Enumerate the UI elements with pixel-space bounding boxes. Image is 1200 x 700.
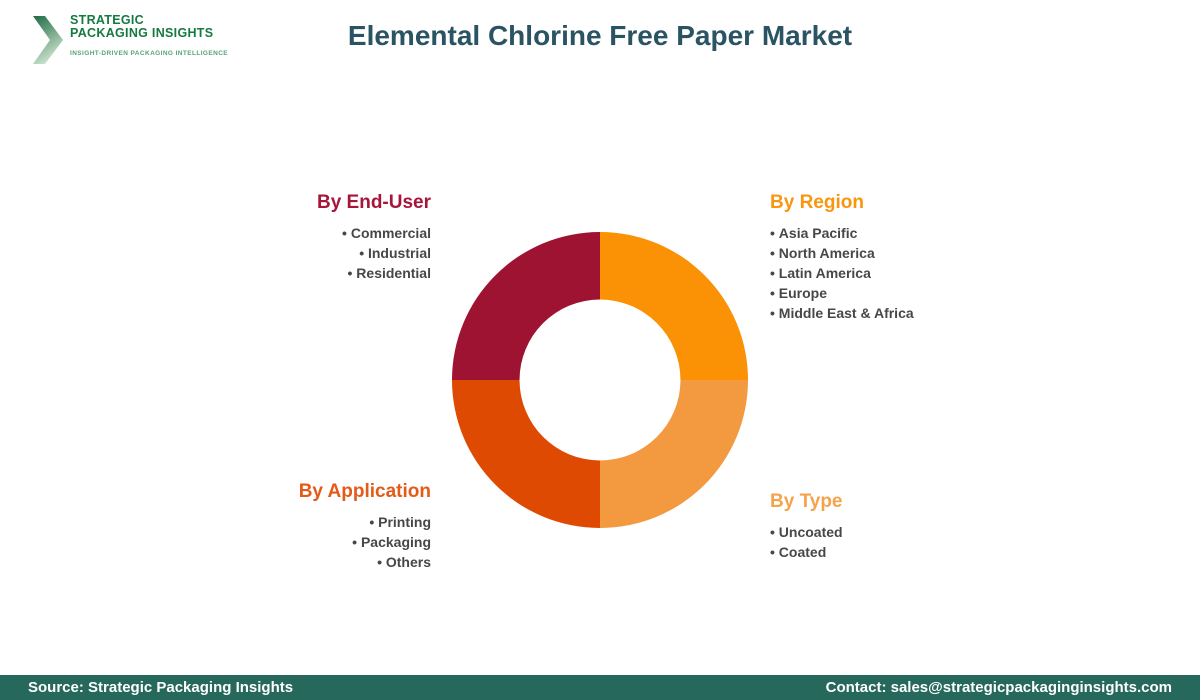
donut-slice-region bbox=[600, 231, 749, 380]
logo-line-2: PACKAGING INSIGHTS bbox=[70, 26, 214, 40]
donut-chart bbox=[451, 231, 749, 529]
segment-region: By Region Asia Pacific North America Lat… bbox=[770, 192, 914, 323]
list-item: Europe bbox=[770, 283, 914, 303]
logo-tagline: INSIGHT-DRIVEN PACKAGING INTELLIGENCE bbox=[70, 50, 229, 57]
list-item: Coated bbox=[770, 542, 843, 562]
footer-source: Source: Strategic Packaging Insights bbox=[28, 679, 294, 696]
segment-application-items: Printing Packaging Others bbox=[299, 512, 431, 572]
segment-application-heading: By Application bbox=[298, 481, 431, 502]
list-item: Commercial bbox=[317, 223, 431, 243]
donut-slice-type bbox=[600, 380, 749, 529]
list-item: North America bbox=[770, 243, 914, 263]
segment-region-items: Asia Pacific North America Latin America… bbox=[770, 223, 914, 323]
donut-slice-end-user bbox=[451, 231, 600, 380]
list-item: Uncoated bbox=[770, 522, 843, 542]
logo-line-1: STRATEGIC bbox=[70, 13, 144, 27]
list-item: Industrial bbox=[317, 243, 431, 263]
donut-slice-application bbox=[451, 380, 600, 529]
list-item: Latin America bbox=[770, 263, 914, 283]
brand-logo: STRATEGIC PACKAGING INSIGHTS INSIGHT-DRI… bbox=[33, 14, 228, 64]
segment-type-items: Uncoated Coated bbox=[770, 522, 843, 562]
list-item: Middle East & Africa bbox=[770, 303, 914, 323]
segment-region-heading: By Region bbox=[770, 192, 864, 213]
footer-bar: Source: Strategic Packaging Insights Con… bbox=[0, 675, 1200, 700]
segment-end-user-heading: By End-User bbox=[316, 192, 431, 213]
segment-end-user-items: Commercial Industrial Residential bbox=[317, 223, 431, 283]
footer-contact: Contact: sales@strategicpackaginginsight… bbox=[825, 679, 1172, 696]
segment-application: By Application Printing Packaging Others bbox=[299, 481, 431, 572]
list-item: Printing bbox=[299, 512, 431, 532]
logo-chevron-icon bbox=[33, 16, 63, 64]
segment-type: By Type Uncoated Coated bbox=[770, 491, 843, 562]
list-item: Residential bbox=[317, 263, 431, 283]
logo-text: STRATEGIC PACKAGING INSIGHTS INSIGHT-DRI… bbox=[70, 13, 229, 58]
list-item: Others bbox=[299, 552, 431, 572]
segment-type-heading: By Type bbox=[770, 491, 843, 512]
page-title: Elemental Chlorine Free Paper Market bbox=[347, 20, 853, 51]
list-item: Packaging bbox=[299, 532, 431, 552]
segment-end-user: By End-User Commercial Industrial Reside… bbox=[317, 192, 431, 283]
list-item: Asia Pacific bbox=[770, 223, 914, 243]
